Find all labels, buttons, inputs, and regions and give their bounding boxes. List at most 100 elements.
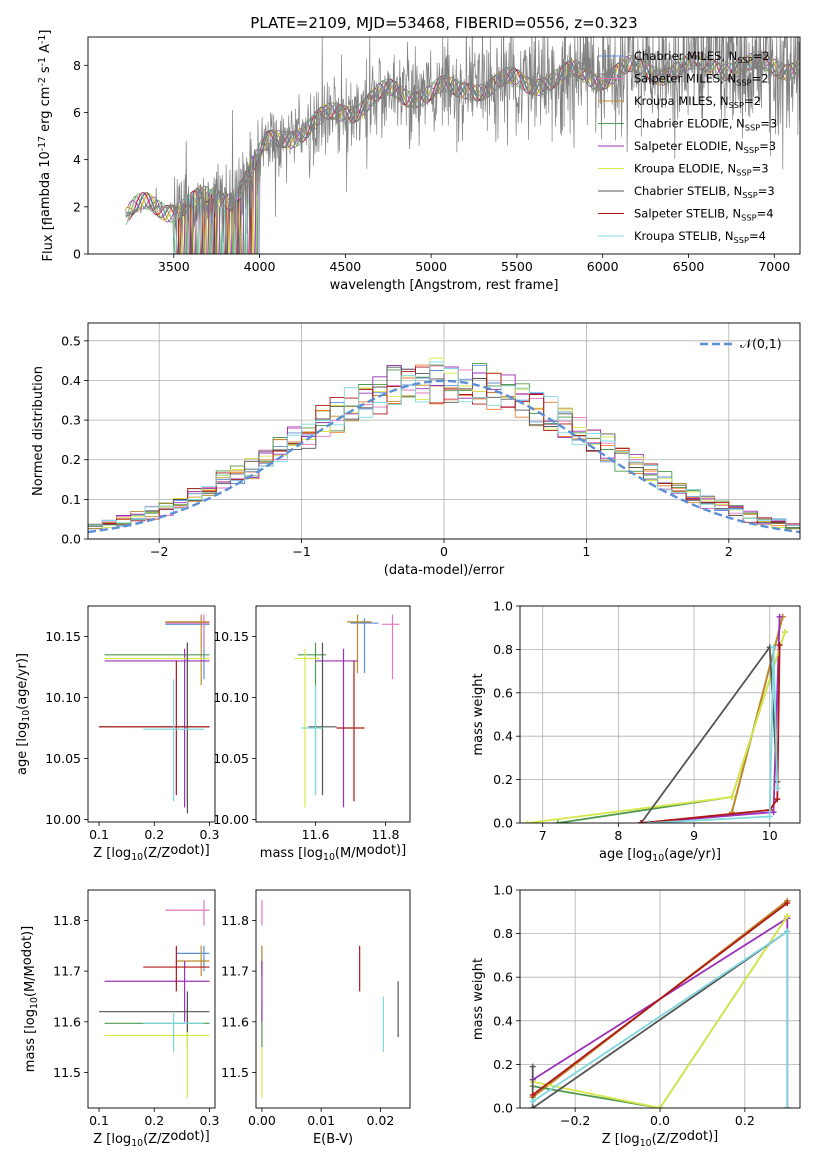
mass-weight-line xyxy=(641,645,781,823)
mass-weight-marker xyxy=(774,785,781,792)
y-tick-label: 11.7 xyxy=(53,964,81,979)
mass-weight-marker xyxy=(529,1063,536,1070)
x-tick-label: −0.2 xyxy=(560,1113,590,1128)
axes-frame xyxy=(255,605,411,823)
legend-label: Salpeter ELODIE, NSSP=3 xyxy=(634,139,776,155)
y-tick-label: 10.10 xyxy=(213,690,249,705)
mass-weight-marker xyxy=(645,820,652,823)
axes-frame xyxy=(519,889,801,1109)
y-tick-label: 0.0 xyxy=(493,1101,513,1116)
residual-histogram xyxy=(88,365,800,527)
mass-weight-marker xyxy=(781,629,788,636)
x-tick-label: 0 xyxy=(440,544,448,559)
mass-weight-marker xyxy=(529,1091,536,1098)
age-vs-Z-plot-area xyxy=(99,614,210,814)
residuals-panel: −2 −1 0 1 2 0.0 0.1 0.2 0.3 0.4 0.5 (data-model)/er… xyxy=(31,322,801,578)
x-axis-label: wavelength [Angstrom, rest frame] xyxy=(330,278,559,293)
mass-weight-marker xyxy=(774,796,781,803)
y-tick-label: 10.15 xyxy=(213,629,249,644)
axes-frame xyxy=(519,605,801,824)
mass-vs-EBV-plot-area xyxy=(261,900,399,1098)
mass-weight-line xyxy=(640,644,779,823)
y-tick-label: 2 xyxy=(73,199,81,214)
x-tick-label: 6500 xyxy=(673,259,705,274)
mass-weight-vs-age-plot-area xyxy=(524,613,788,823)
x-tick-label: 3500 xyxy=(158,259,190,274)
x-axis-label: age [log10(age/yr)] xyxy=(599,847,721,864)
y-tick-label: 0.4 xyxy=(61,373,81,388)
y-axis-label: Flux [flambda 10-17 erg cm-2 s-1 A-1] xyxy=(37,30,56,262)
observed-spectrum-line xyxy=(125,37,800,254)
mass-weight-marker xyxy=(776,613,783,620)
y-tick-label: 0.4 xyxy=(493,1013,513,1028)
mass-weight-marker xyxy=(657,1105,663,1108)
age-vs-mass-plot-area xyxy=(294,614,400,808)
mass-weight-marker xyxy=(784,900,791,907)
age-vs-Z-panel: 0.1 0.2 0.3 10.00 10.05 10.10 10.15 Z [log10(Z/… xyxy=(15,605,219,863)
legend-label: Salpeter STELIB, NSSP=4 xyxy=(634,207,774,223)
spectrum-legend: Chabrier MILES, NSSP=2 Salpeter MILES, NS… xyxy=(598,49,777,245)
x-tick-label: 0.1 xyxy=(89,827,109,842)
y-tick-label: 11.7 xyxy=(221,964,249,979)
mass-weight-line xyxy=(557,631,786,823)
y-tick-label: 10.15 xyxy=(45,629,81,644)
x-tick-label: 10 xyxy=(762,828,778,843)
y-tick-label: 0.1 xyxy=(61,492,81,507)
residuals-plot-area xyxy=(88,357,800,534)
mass-vs-Z-plot-area xyxy=(99,900,210,1098)
x-tick-label: 8 xyxy=(614,828,622,843)
mass-weight-line xyxy=(531,930,788,1108)
legend-label: Kroupa STELIB, NSSP=4 xyxy=(634,229,766,245)
axes-frame xyxy=(87,889,216,1109)
legend-label: Chabrier STELIB, NSSP=3 xyxy=(634,184,775,200)
y-tick-label: 1.0 xyxy=(493,599,513,614)
spectrum-panel: 3500 4000 4500 5000 5500 6000 6500 7000 0 2 4 6 8 wav… xyxy=(37,30,801,293)
y-tick-label: 1.0 xyxy=(493,883,513,898)
legend-label: Chabrier ELODIE, NSSP=3 xyxy=(634,117,777,133)
model-spectrum-line xyxy=(126,52,800,254)
mass-weight-marker xyxy=(784,1105,791,1108)
mass-weight-marker xyxy=(554,820,561,823)
y-tick-label: 11.6 xyxy=(221,1014,249,1029)
y-axis-label: mass weight xyxy=(471,673,486,755)
y-tick-label: 0.8 xyxy=(493,926,513,941)
mass-weight-line xyxy=(527,631,786,823)
legend-label: 𝒩(0,1) xyxy=(740,336,782,351)
x-tick-label: 0.0 xyxy=(650,1113,670,1128)
x-tick-label: 0.2 xyxy=(144,1113,164,1128)
model-spectrum-line xyxy=(126,52,800,254)
y-tick-label: 0.6 xyxy=(493,970,513,985)
y-tick-label: 0.5 xyxy=(61,333,81,348)
y-tick-label: 0.2 xyxy=(493,772,513,787)
mass-weight-vs-Z-plot-area xyxy=(529,897,791,1108)
mass-weight-marker xyxy=(728,793,735,800)
x-tick-label: 6000 xyxy=(587,259,619,274)
age-vs-mass-panel: 11.6 11.8 10.00 10.05 10.10 10.15 mass [log10(… xyxy=(213,605,411,863)
y-tick-label: 10.00 xyxy=(213,812,249,827)
model-spectrum-line xyxy=(125,51,800,254)
x-tick-label: 1 xyxy=(582,544,590,559)
mass-weight-marker xyxy=(784,928,791,935)
x-tick-label: 0.00 xyxy=(248,1113,276,1128)
x-axis-label: mass [log10(M/Modot)] xyxy=(260,843,406,863)
mass-weight-marker xyxy=(529,1105,536,1108)
x-tick-label: 2 xyxy=(725,544,733,559)
x-tick-label: 0.01 xyxy=(307,1113,335,1128)
y-tick-label: 10.05 xyxy=(213,751,249,766)
mass-weight-marker xyxy=(784,913,791,920)
x-tick-label: 0.1 xyxy=(89,1113,109,1128)
legend-label: Kroupa MILES, NSSP=2 xyxy=(634,94,761,110)
y-tick-label: 0.2 xyxy=(493,1057,513,1072)
mass-weight-marker xyxy=(770,809,777,816)
mass-weight-marker xyxy=(638,820,645,823)
x-tick-label: 0.02 xyxy=(366,1113,394,1128)
x-tick-label: 4000 xyxy=(244,259,276,274)
y-tick-label: 0.8 xyxy=(493,642,513,657)
mass-weight-marker xyxy=(529,1098,536,1105)
y-tick-label: 11.8 xyxy=(221,913,249,928)
residual-histogram xyxy=(88,366,800,526)
y-tick-label: 0.2 xyxy=(61,452,81,467)
mass-weight-line xyxy=(532,915,789,1108)
axes-frame xyxy=(87,605,216,823)
